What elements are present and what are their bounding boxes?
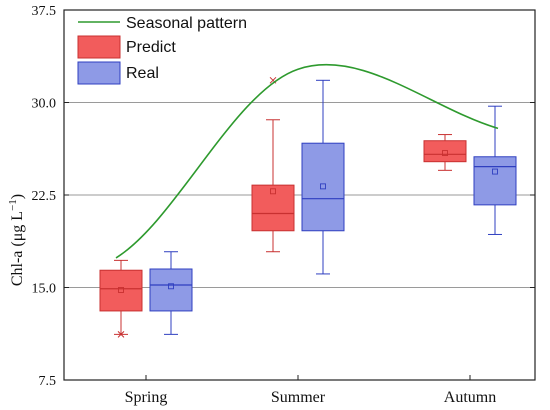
seasonal-pattern-line <box>115 63 499 259</box>
legend-label-predict: Predict <box>126 39 176 56</box>
legend-swatch-real <box>77 61 121 85</box>
box-body <box>301 142 345 232</box>
legend-label-real: Real <box>126 65 159 82</box>
mean-marker <box>118 287 124 293</box>
seasonal-curve-layer <box>115 63 499 259</box>
plot-frame <box>63 9 536 381</box>
y-axis-title: Chl-a (μg L−1) <box>7 194 26 286</box>
mean-marker <box>320 183 326 190</box>
mean-marker <box>270 188 276 195</box>
y-tick-label: 37.5 <box>32 4 57 19</box>
y-axis-title-tail: ) <box>9 194 26 199</box>
mean-marker <box>442 150 448 157</box>
x-tick-label-spring: Spring <box>125 389 168 406</box>
y-tick-label: 15.0 <box>32 282 57 297</box>
grid-layer <box>64 102 535 288</box>
x-tick-label-autumn: Autumn <box>444 389 496 406</box>
box-body <box>149 268 193 312</box>
legend-swatch-predict <box>77 35 121 59</box>
box-body <box>473 156 517 206</box>
box-body <box>423 140 467 163</box>
predict-box-autumn <box>423 134 467 171</box>
real-box-spring <box>149 251 193 335</box>
box-layer <box>99 76 517 338</box>
outlier-marker <box>117 331 125 338</box>
legend-label-seasonal: Seasonal pattern <box>126 15 247 32</box>
mean-marker <box>168 283 174 290</box>
box-body <box>99 269 143 312</box>
axis-layer: 7.5 15.0 22.5 30.0 37.5 Spring Summer Autumn <box>32 4 536 406</box>
y-axis-title-main: Chl-a (μg L <box>9 211 26 286</box>
x-tick-label-summer: Summer <box>271 389 326 406</box>
box-body <box>251 184 295 232</box>
y-axis-title-superscript: −1 <box>7 199 19 211</box>
predict-box-spring <box>99 259 143 338</box>
mean-marker <box>492 168 498 175</box>
real-box-summer <box>301 79 345 275</box>
y-tick-label: 30.0 <box>32 97 57 112</box>
real-box-autumn <box>473 105 517 235</box>
y-tick-label: 7.5 <box>39 374 57 389</box>
y-tick-label: 22.5 <box>32 189 57 204</box>
predict-box-summer <box>251 76 295 253</box>
legend: Seasonal pattern Predict Real <box>77 15 247 85</box>
